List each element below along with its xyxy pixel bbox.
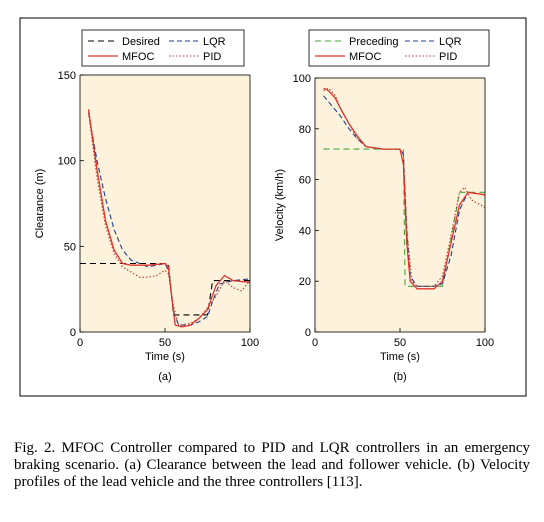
y-tick-label: 50: [64, 241, 76, 253]
legend-label-preceding: Preceding: [349, 36, 399, 48]
panel-a: 0 50 100 0 50 100 150 Time (s) Clearance (m) (a) D…: [34, 29, 259, 383]
y-tick-label: 0: [305, 327, 311, 339]
panel-b: 0 50 100 0 20 40 60 80 100 Time (s) Velocity (km/h…: [274, 29, 494, 383]
legend-box: [81, 29, 245, 67]
y-axis-label: Velocity (km/h): [274, 169, 286, 241]
y-tick-label: 150: [58, 70, 76, 82]
x-tick-label: 100: [476, 337, 494, 349]
x-tick-label: 100: [241, 337, 259, 349]
series-group: [323, 87, 485, 290]
legend: Desired LQR MFOC PID: [81, 29, 245, 67]
x-tick-label: 50: [394, 337, 406, 349]
series-line-pid: [323, 87, 485, 287]
x-tick-label: 0: [312, 337, 318, 349]
y-tick-label: 40: [299, 225, 311, 237]
legend-label-mfoc: MFOC: [122, 51, 154, 63]
figure-caption: Fig. 2. MFOC Controller compared to PID …: [14, 440, 530, 490]
y-tick-label: 0: [70, 327, 76, 339]
series-line-pid: [87, 112, 250, 326]
series-line-preceding: [323, 148, 485, 287]
y-tick-label: 80: [299, 124, 311, 136]
x-tick-label: 0: [77, 337, 83, 349]
legend-label-pid: PID: [203, 51, 221, 63]
panel-label: (b): [393, 371, 406, 383]
y-tick-label: 100: [58, 156, 76, 168]
legend-label-mfoc: MFOC: [349, 51, 381, 63]
figure: 0 50 100 0 50 100 150 Time (s) Clearance (m) (a) D…: [19, 17, 527, 397]
x-tick-label: 50: [159, 337, 171, 349]
legend-label-pid: PID: [439, 51, 457, 63]
y-tick-label: 100: [293, 73, 311, 85]
panel-label: (a): [158, 371, 171, 383]
legend-box: [308, 29, 490, 67]
legend-label-lqr: LQR: [203, 36, 226, 48]
plot-area: [80, 75, 250, 332]
series-line-desired: [80, 262, 250, 316]
legend: Preceding LQR MFOC PID: [308, 29, 490, 67]
x-axis-label: Time (s): [145, 351, 185, 363]
y-tick-label: 20: [299, 276, 311, 288]
figure-frame: [19, 17, 527, 397]
y-axis-label: Clearance (m): [34, 169, 46, 239]
series-group: [80, 109, 250, 328]
y-tick-label: 60: [299, 175, 311, 187]
legend-label-lqr: LQR: [439, 36, 462, 48]
legend-label-desired: Desired: [122, 36, 160, 48]
x-axis-label: Time (s): [380, 351, 420, 363]
figure-svg: 0 50 100 0 50 100 150 Time (s) Clearance (m) (a) D…: [19, 17, 527, 397]
